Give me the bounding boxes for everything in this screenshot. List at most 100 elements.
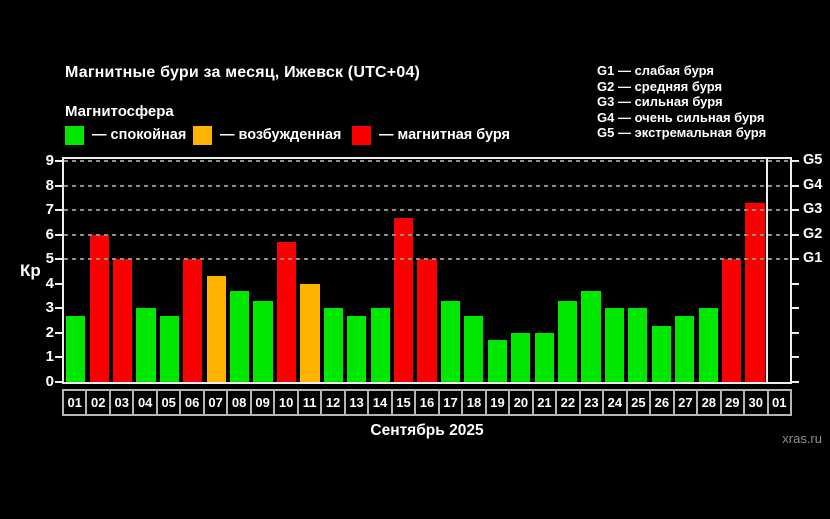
bar-day-23 [581,291,601,382]
y-tick-label-6: 6 [45,225,54,243]
y-tick-left-5 [55,258,62,261]
day-label-18: 18 [461,389,487,416]
bar-column-11 [298,159,321,382]
day-label-08: 08 [226,389,252,416]
bar-day-25 [628,308,648,382]
y-tick-label-8: 8 [45,176,54,194]
right-axis-label-g4: G4 [803,176,823,193]
bar-column-19 [486,159,509,382]
bar-column-15 [392,159,415,382]
day-label-13: 13 [343,389,370,416]
legend-label-excited: — возбужденная [220,127,342,143]
bar-column-05 [158,159,181,382]
chart-title: Магнитные бури за месяц, Ижевск (UTC+04) [65,64,421,81]
day-label-21: 21 [531,389,558,416]
day-label-25: 25 [625,389,652,416]
bar-column-17 [439,159,462,382]
g-scale-line-g1: G1 — слабая буря [597,63,715,78]
bar-day-13 [347,315,367,382]
bar-column-04 [134,159,157,382]
bar-day-19 [487,340,507,382]
right-axis-label-g1: G1 [803,250,823,267]
y-tick-left-4 [55,282,62,285]
bar-day-04 [136,308,156,382]
y-tick-right-8 [792,184,799,187]
gridline-kp5 [64,258,790,261]
legend-item-storm: — магнитная буря [352,125,510,145]
chart-subtitle: Магнитосфера [65,103,174,120]
bar-column-07 [205,159,228,382]
bar-column-25 [626,159,649,382]
g-scale-line-g2: G2 — средняя буря [597,78,723,94]
y-tick-label-5: 5 [45,250,54,268]
bar-day-28 [698,308,718,382]
bar-column-23 [579,159,602,382]
right-axis-label-g3: G3 [803,201,823,218]
y-tick-right-9 [792,160,799,163]
x-axis-labels: 01 02 03 04 05 06 07 08 09 10 11 12 13 14 15 16 17 18 19 20… [62,389,793,416]
legend-label-storm: — магнитная буря [379,127,511,143]
bar-column-13 [345,159,368,382]
right-axis-label-g2: G2 [803,225,823,242]
gridline-kp9 [64,160,790,163]
day-label-26: 26 [649,389,675,416]
day-label-20: 20 [508,389,534,416]
day-label-14: 14 [367,389,393,416]
quiet-color-swatch [65,125,84,145]
y-tick-label-2: 2 [45,323,54,341]
y-tick-left-8 [55,184,62,187]
y-tick-left-7 [55,209,62,212]
bar-day-07 [206,276,226,382]
y-tick-label-7: 7 [45,201,54,219]
bar-column-16 [415,159,438,382]
bar-column-08 [228,159,251,382]
bar-column-06 [181,159,204,382]
bar-column-29 [720,159,743,382]
day-label-17: 17 [437,389,464,416]
day-label-06: 06 [179,389,205,416]
legend-item-excited: — возбужденная [193,125,341,145]
day-label-03: 03 [108,389,135,416]
bar-column-26 [650,159,673,382]
right-axis-label-g5: G5 [803,152,823,169]
bar-column-01 [64,159,87,382]
bar-day-10 [276,242,297,382]
bar-column-27 [673,159,696,382]
bar-column-21 [532,159,555,382]
day-label-12: 12 [320,389,346,416]
y-tick-label-1: 1 [45,348,54,366]
y-axis-title: Кр [20,261,41,280]
bar-column-24 [603,159,626,382]
bar-day-22 [557,301,578,382]
y-tick-right-7 [792,209,799,212]
bar-day-26 [651,325,671,382]
bar-day-17 [440,301,461,382]
bar-day-16 [417,259,437,382]
gridline-kp6 [64,233,790,236]
y-tick-right-4 [792,282,799,285]
bar-day-05 [159,315,179,382]
day-label-22: 22 [555,389,581,416]
day-label-27: 27 [672,389,699,416]
y-tick-right-5 [792,258,799,261]
legend-label-quiet: — спокойная [92,127,187,143]
legend-item-quiet: — спокойная [65,125,186,145]
day-label-30: 30 [743,389,769,416]
day-label-02: 02 [85,389,111,416]
bar-column-03 [111,159,134,382]
watermark: xras.ru [782,431,822,446]
day-label-19: 19 [484,389,511,416]
bar-day-30 [745,202,765,382]
day-label-15: 15 [390,389,417,416]
day-label-07: 07 [202,389,229,416]
g-scale-line-g5: G5 — экстремальная буря [597,125,767,141]
bar-day-20 [511,332,531,382]
day-label-09: 09 [249,389,276,416]
y-tick-left-6 [55,233,62,236]
bar-column-30 [743,159,766,382]
day-label-24: 24 [602,389,628,416]
gridline-kp8 [64,184,790,187]
y-tick-label-3: 3 [45,299,54,317]
bar-day-14 [370,308,390,382]
